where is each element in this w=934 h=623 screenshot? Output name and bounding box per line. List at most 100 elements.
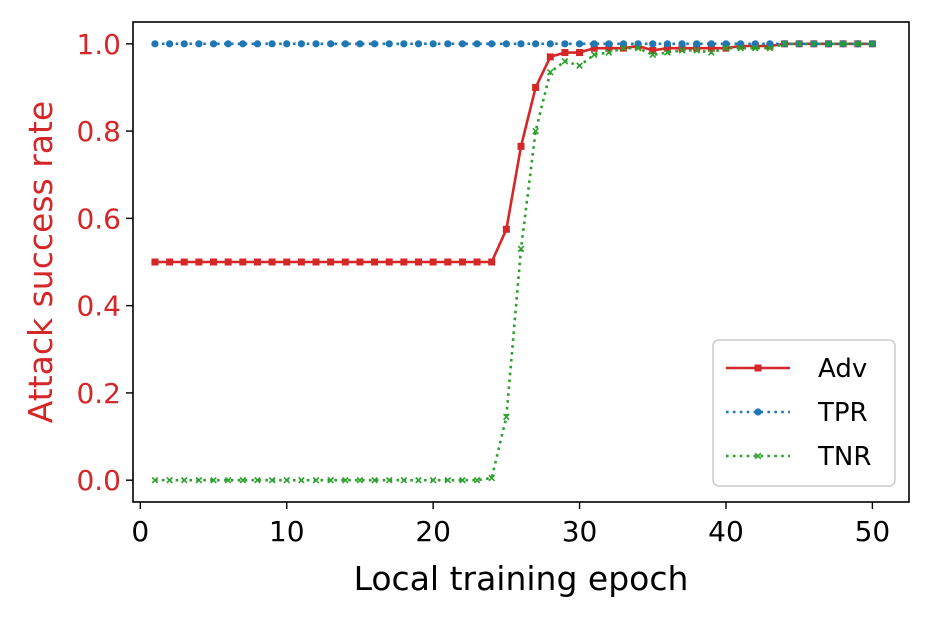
y-tick-label: 0.0	[76, 464, 121, 497]
data-point-stroke	[312, 476, 320, 484]
data-point-stroke	[693, 46, 701, 54]
data-point	[707, 44, 715, 52]
data-point	[459, 476, 466, 484]
data-point	[576, 49, 584, 57]
data-point	[370, 40, 379, 48]
data-point-stroke	[327, 476, 335, 484]
data-point	[253, 258, 261, 266]
data-point	[605, 44, 613, 52]
data-point	[356, 258, 364, 266]
data-point	[707, 49, 715, 56]
data-point	[473, 40, 481, 48]
data-point	[444, 258, 452, 266]
data-point	[751, 44, 759, 52]
data-point-stroke	[839, 40, 847, 48]
data-point	[781, 40, 788, 48]
data-point-stroke	[239, 476, 247, 484]
data-point-stroke	[473, 476, 481, 484]
data-point-stroke	[590, 51, 598, 59]
data-point	[239, 476, 247, 484]
data-point-stroke	[298, 476, 305, 484]
legend-label: TNR	[817, 442, 871, 472]
legend-label: Adv	[818, 354, 867, 384]
data-point-stroke	[634, 44, 642, 52]
data-point	[210, 476, 217, 484]
data-point	[327, 258, 335, 266]
data-point-stroke	[825, 40, 832, 48]
series-line	[154, 42, 873, 264]
legend-label: TPR	[817, 398, 868, 428]
data-point	[253, 40, 262, 48]
data-point	[766, 44, 774, 52]
data-point-stroke	[561, 57, 569, 65]
data-point	[429, 476, 437, 484]
data-point	[532, 83, 540, 91]
data-point-stroke	[224, 476, 232, 484]
data-point-stroke	[664, 49, 671, 56]
y-tick-label: 0.8	[76, 115, 121, 148]
data-point	[385, 476, 393, 484]
data-point	[195, 40, 203, 48]
y-axis-title: Attack success rate	[21, 101, 60, 423]
data-point	[546, 68, 554, 76]
data-point-stroke	[254, 476, 261, 484]
legend-box	[712, 339, 896, 487]
data-point	[298, 476, 305, 484]
data-point	[737, 44, 744, 52]
data-point-stroke	[400, 476, 408, 484]
data-point	[341, 476, 349, 484]
data-point	[605, 40, 613, 48]
data-point	[693, 40, 701, 48]
data-point	[224, 476, 232, 484]
data-point	[195, 476, 203, 484]
data-point	[869, 40, 876, 48]
data-point-stroke	[795, 40, 803, 48]
data-point	[327, 476, 335, 484]
data-point-stroke	[620, 44, 627, 52]
data-point	[678, 40, 686, 48]
data-point	[371, 476, 378, 484]
x-tick-label: 50	[855, 515, 891, 548]
data-point	[385, 258, 393, 266]
data-point	[693, 44, 701, 52]
y-tick-label: 0.2	[76, 377, 121, 410]
data-point	[209, 40, 218, 48]
data-point	[239, 40, 247, 48]
y-tick-label: 0.4	[76, 290, 121, 323]
legend-item-adv: Adv	[726, 354, 867, 384]
data-point	[620, 44, 627, 52]
data-point	[400, 40, 408, 48]
legend-item-tpr: TPR	[726, 398, 868, 428]
data-point	[356, 476, 364, 484]
data-point-stroke	[546, 68, 554, 76]
data-point	[166, 40, 174, 48]
data-point	[839, 40, 847, 48]
data-point	[180, 40, 188, 48]
data-point	[268, 258, 276, 266]
data-point	[663, 40, 672, 48]
x-axis-title: Local training epoch	[354, 559, 689, 598]
data-point	[254, 476, 261, 484]
data-point	[166, 258, 174, 266]
data-point	[327, 40, 335, 48]
data-point	[356, 40, 364, 48]
data-point	[693, 46, 701, 54]
data-point	[444, 40, 452, 48]
data-point	[488, 474, 496, 482]
series-line	[154, 42, 873, 482]
y-axis-ticks: 0.0 0.2 0.4 0.6 0.8 1.0	[76, 28, 133, 497]
data-point	[166, 476, 173, 484]
data-point-stroke	[341, 476, 349, 484]
data-point	[810, 40, 818, 48]
data-point-stroke	[283, 476, 291, 484]
data-point	[754, 452, 762, 460]
x-tick-label: 40	[708, 515, 744, 548]
data-point	[312, 258, 320, 266]
data-point	[151, 40, 159, 48]
data-point-stroke	[488, 474, 496, 482]
data-point	[151, 476, 159, 484]
data-point	[180, 476, 188, 484]
data-point	[473, 476, 481, 484]
data-point-stroke	[678, 46, 686, 54]
data-point-stroke	[649, 51, 657, 59]
